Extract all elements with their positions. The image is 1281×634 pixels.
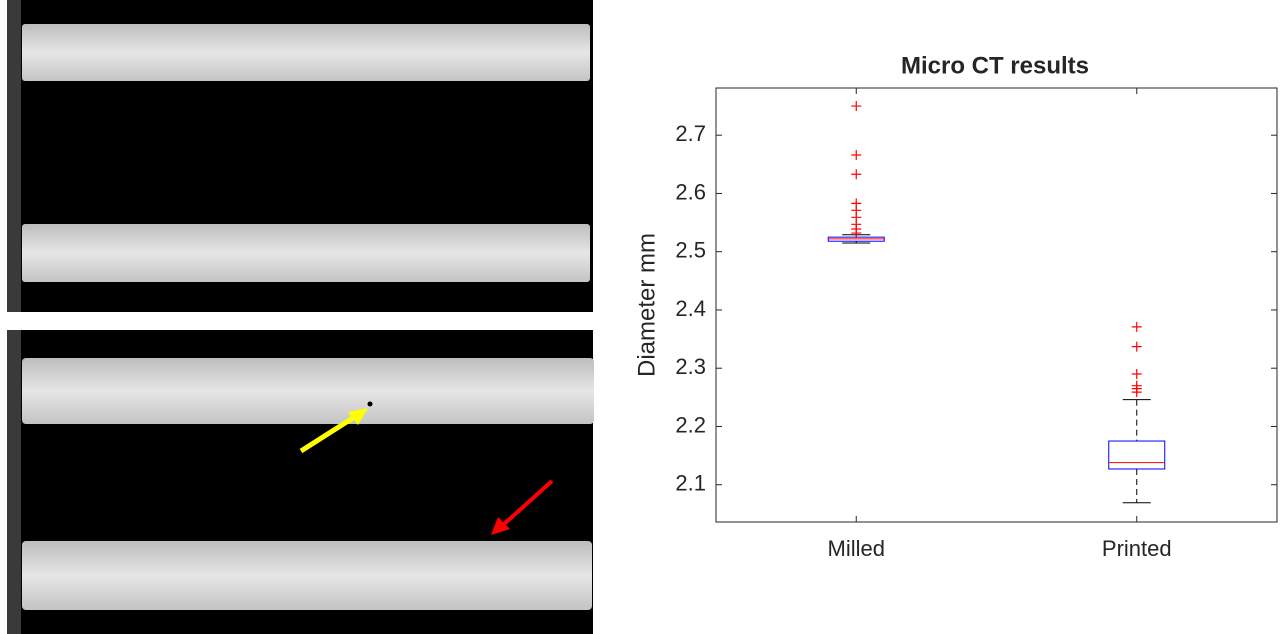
outlier [1131, 387, 1142, 398]
y-tick-label: 2.3 [675, 354, 706, 379]
rod [22, 358, 594, 424]
x-tick-label: Printed [1102, 536, 1172, 561]
ct-images [7, 0, 594, 634]
outlier [1131, 321, 1142, 332]
arrow-head [491, 517, 510, 535]
arrow-head [348, 408, 368, 425]
y-tick-label: 2.5 [675, 238, 706, 263]
ct-edge [7, 0, 21, 312]
outlier [1131, 341, 1142, 352]
arrow-yellow [299, 413, 358, 454]
y-tick-label: 2.1 [675, 471, 706, 496]
y-axis-label: Diameter mm [633, 233, 660, 377]
outlier [851, 169, 862, 180]
outlier [851, 228, 862, 239]
box [1108, 440, 1166, 470]
y-tick-label: 2.7 [675, 121, 706, 146]
ct-edge [7, 330, 21, 634]
pore [367, 401, 373, 407]
outlier [851, 149, 862, 160]
y-tick-label: 2.2 [675, 412, 706, 437]
x-tick-label: Milled [828, 536, 885, 561]
arrow-red [501, 479, 554, 527]
outlier [1131, 369, 1142, 380]
rod [22, 541, 592, 610]
rod [22, 24, 590, 81]
y-tick-label: 2.4 [675, 296, 706, 321]
outlier [851, 101, 862, 112]
y-tick-label: 2.6 [675, 179, 706, 204]
axes-box [715, 87, 1278, 523]
rod [22, 224, 590, 282]
chart-title: Micro CT results [901, 52, 1089, 79]
